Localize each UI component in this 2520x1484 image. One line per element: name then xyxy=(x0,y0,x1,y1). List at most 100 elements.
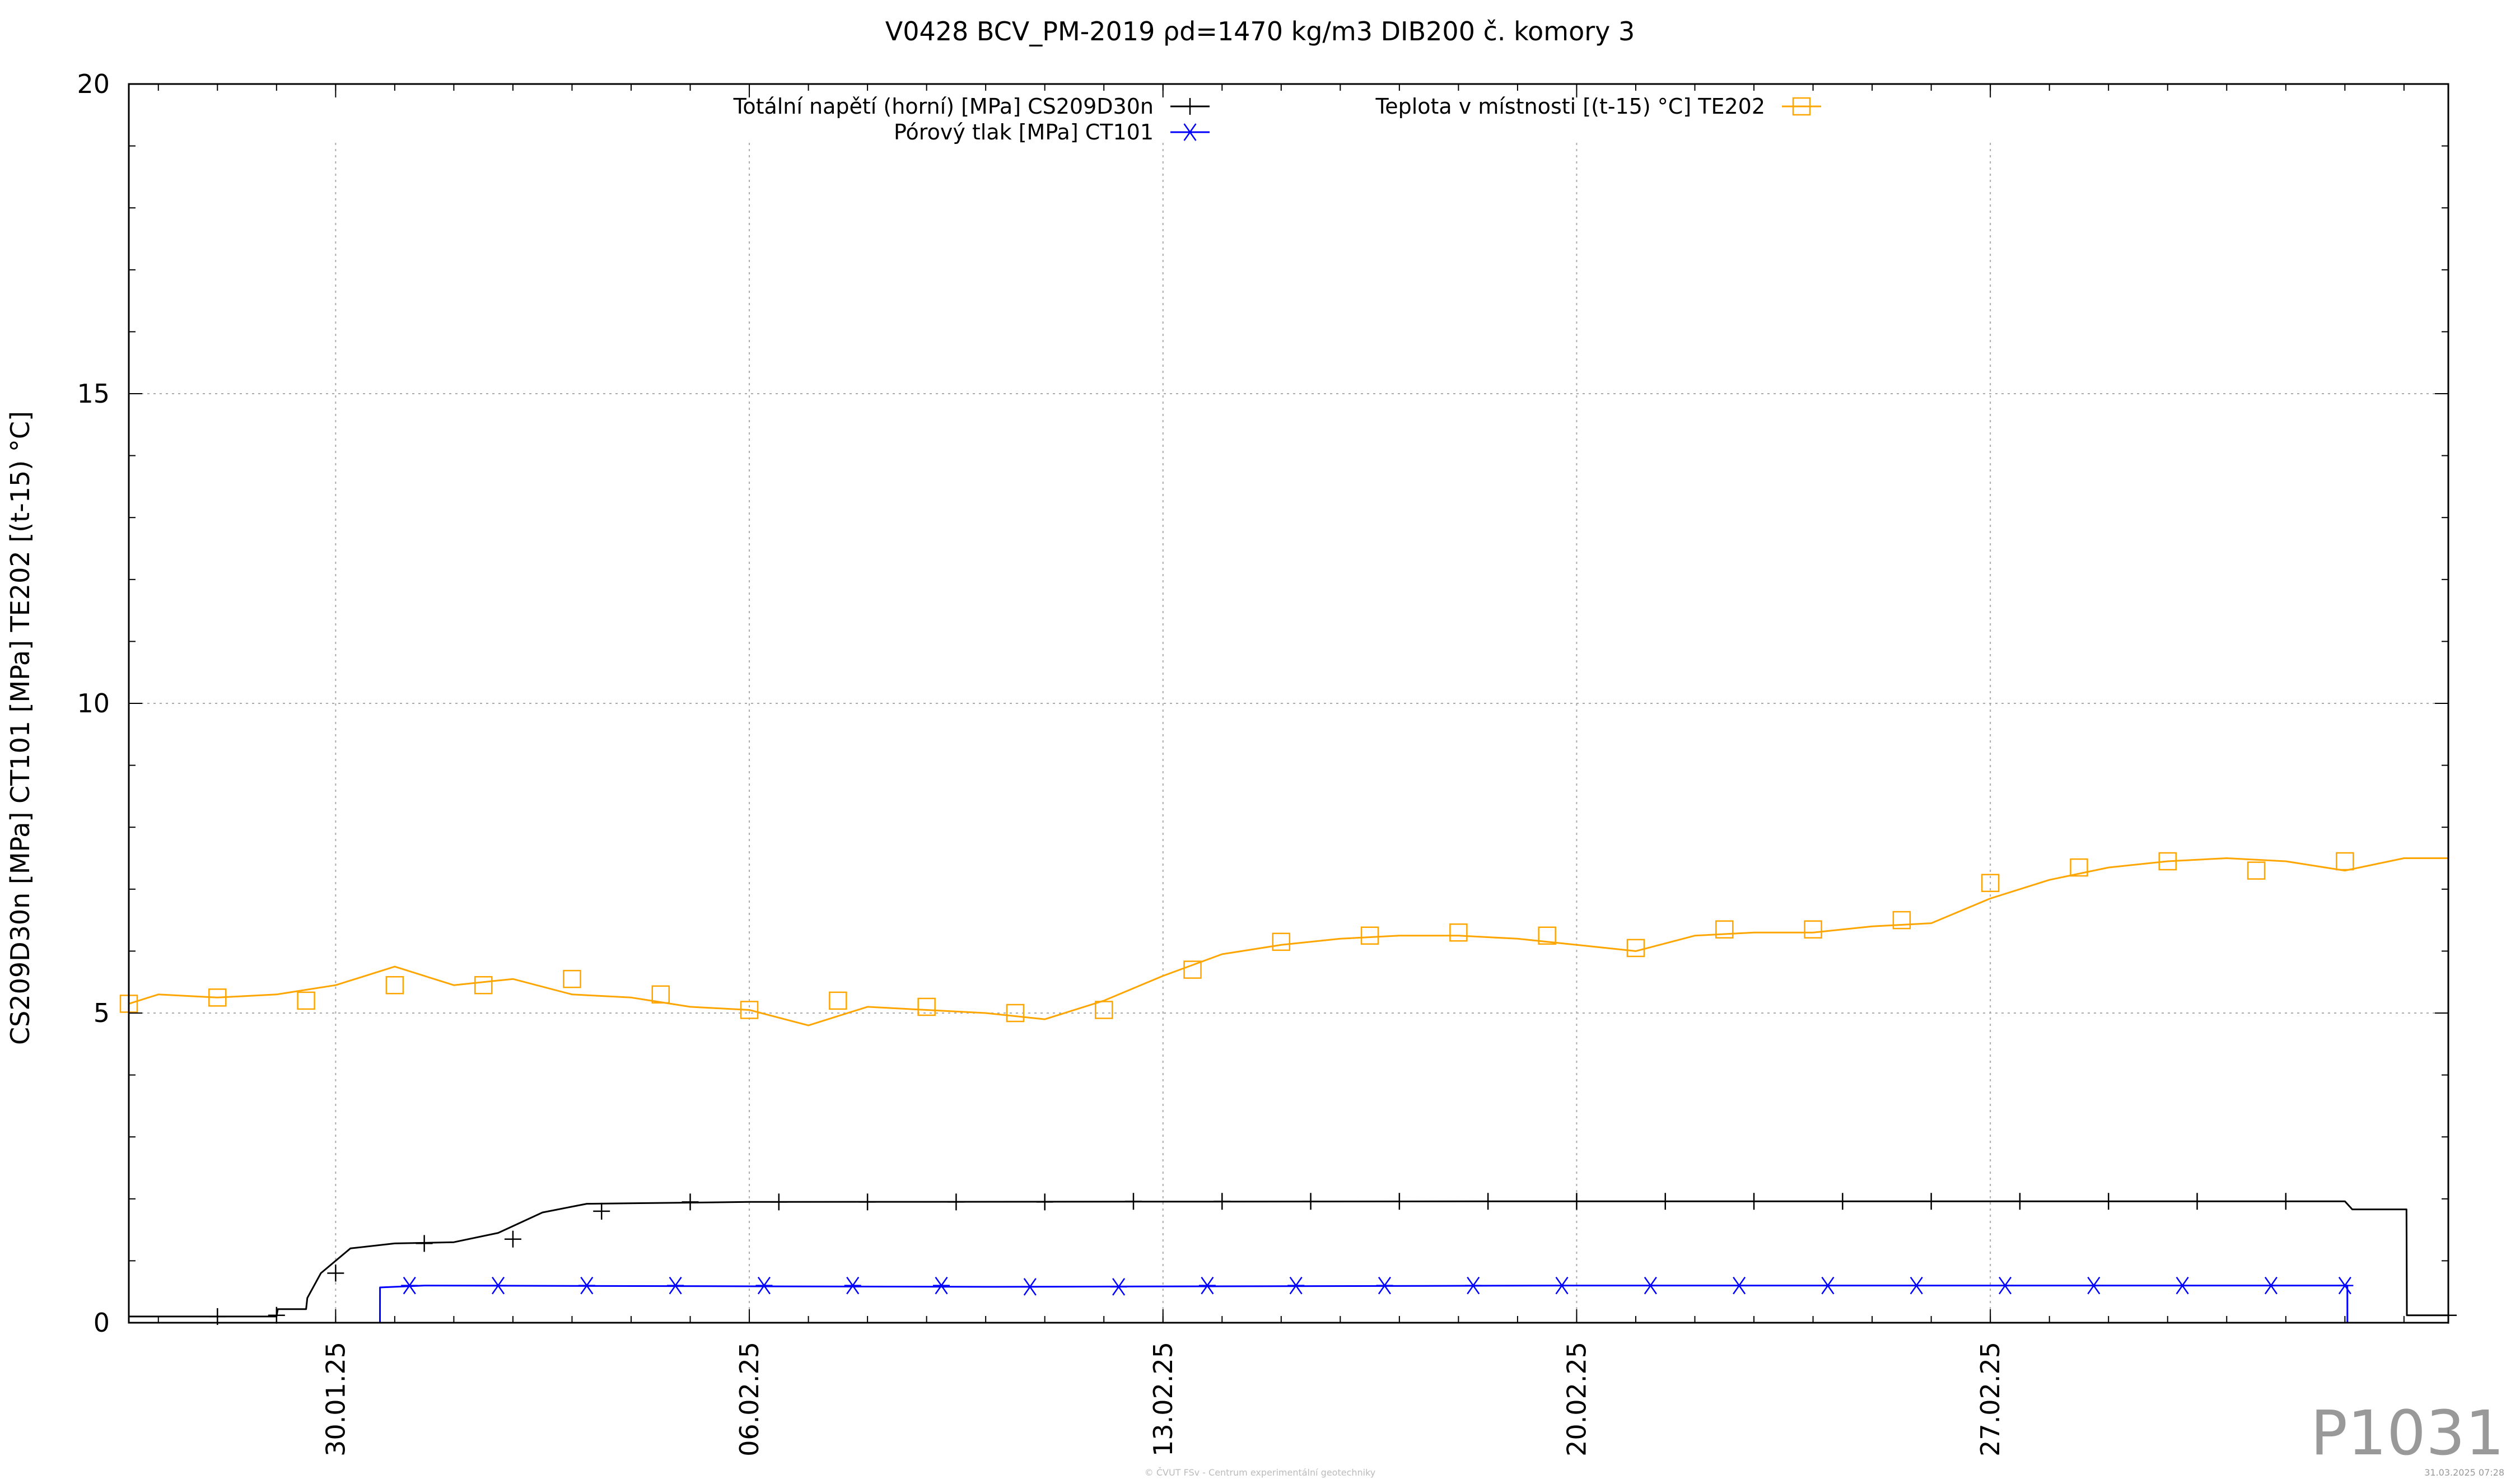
series-1-point xyxy=(1287,1276,1305,1295)
series-2-point xyxy=(474,976,493,995)
series-0-point xyxy=(682,1193,699,1211)
series-1-point xyxy=(1996,1276,2014,1295)
series-2-point xyxy=(1006,1004,1025,1023)
series-1-point xyxy=(2174,1276,2191,1295)
series-2-point xyxy=(297,991,315,1010)
legend-marker-1 xyxy=(1182,123,1198,141)
series-2-point xyxy=(1094,1001,1113,1019)
series-2-point xyxy=(651,985,670,1004)
chart-title: V0428 BCV_PM-2019 ρd=1470 kg/m3 DIB200 č… xyxy=(885,16,1635,46)
series-1-point xyxy=(2262,1276,2280,1295)
series-2-point xyxy=(563,969,581,988)
series-0-point xyxy=(1214,1193,1231,1210)
series-1-point xyxy=(1376,1276,1393,1295)
series-0-point xyxy=(1834,1193,1851,1210)
y-tick-label: 15 xyxy=(77,379,110,409)
series-0-point xyxy=(1390,1193,1408,1210)
series-1-point xyxy=(2336,1276,2354,1295)
y-axis-label: CS209D30n [MPa] CT101 [MPa] TE202 [(t-15… xyxy=(5,411,35,1045)
series-1-point xyxy=(667,1276,684,1295)
legend-label-0: Totální napětí (horní) [MPa] CS209D30n xyxy=(733,94,1154,119)
series-1-point xyxy=(1110,1278,1127,1296)
legend-label-2: Teplota v místnosti [(t-15) °C] TE202 xyxy=(1375,94,1765,119)
series-0-point xyxy=(504,1230,521,1248)
series-1-point xyxy=(844,1276,861,1295)
series-0-point xyxy=(948,1193,965,1211)
series-1-point xyxy=(1553,1276,1571,1295)
series-1-point xyxy=(755,1276,773,1295)
grid xyxy=(129,143,2448,1323)
series-0-point xyxy=(1036,1193,1053,1211)
x-tick-label: 20.02.25 xyxy=(1561,1342,1592,1457)
series-0-point xyxy=(859,1193,876,1211)
series-line-2 xyxy=(128,857,2448,1026)
series-2-point xyxy=(1715,920,1734,939)
series-0-point xyxy=(1480,1193,1497,1210)
x-tick-label: 27.02.25 xyxy=(1975,1342,2005,1457)
footer-right: 31.03.2025 07:28 xyxy=(2424,1467,2504,1478)
series-2-point xyxy=(1183,960,1202,979)
legend: Totální napětí (horní) [MPa] CS209D30nPó… xyxy=(733,94,1821,144)
series-0-point xyxy=(2188,1193,2206,1210)
legend-label-1: Pórový tlak [MPa] CT101 xyxy=(894,120,1154,144)
series-2-point xyxy=(1892,911,1911,930)
series-0-point xyxy=(1568,1193,1585,1210)
series-1-point xyxy=(2085,1276,2102,1295)
series-2-point xyxy=(1449,923,1468,942)
ticks: 0 5 10 15 20 30.01.25 06.02.25 13.02.25 20.02.25… xyxy=(77,69,2448,1457)
series-1-point xyxy=(1198,1276,1216,1295)
x-tick-label: 13.02.25 xyxy=(1148,1342,1178,1457)
series-2-point xyxy=(1360,926,1379,945)
series-2-point xyxy=(1804,920,1822,939)
series-2-point xyxy=(385,976,404,995)
series-1-point xyxy=(1464,1276,1482,1295)
series-layer xyxy=(119,852,2457,1325)
series-2-point xyxy=(2158,852,2177,871)
legend-marker-2 xyxy=(1792,97,1811,116)
series-1-point xyxy=(933,1276,950,1295)
series-2-point xyxy=(740,1001,759,1019)
watermark: P1031 xyxy=(2311,1397,2504,1469)
y-tick-label: 20 xyxy=(77,69,110,99)
series-0-point xyxy=(2277,1193,2294,1210)
series-1-point xyxy=(1021,1278,1039,1296)
series-2-point xyxy=(2336,852,2354,871)
series-2-point xyxy=(1626,939,1645,958)
series-0-point xyxy=(327,1264,344,1282)
series-1-point xyxy=(1908,1276,1925,1295)
series-0-point xyxy=(1922,1193,1940,1210)
series-0-point xyxy=(593,1202,610,1220)
y-tick-label: 5 xyxy=(94,998,110,1028)
series-2-point xyxy=(1272,932,1291,951)
series-2-point xyxy=(829,991,847,1010)
series-0-point xyxy=(1124,1193,1142,1210)
series-0-point xyxy=(2100,1193,2117,1210)
x-tick-label: 30.01.25 xyxy=(320,1342,351,1457)
series-line-0 xyxy=(129,1200,2448,1318)
series-1-point xyxy=(401,1276,418,1295)
series-1-point xyxy=(1642,1276,1659,1295)
series-2-point xyxy=(2247,861,2266,880)
series-0-point xyxy=(2011,1193,2028,1210)
series-0-point xyxy=(770,1193,787,1211)
series-0-point xyxy=(1656,1193,1674,1210)
series-1-point xyxy=(489,1276,507,1295)
series-0-point xyxy=(416,1235,433,1252)
x-tick-label: 06.02.25 xyxy=(734,1342,764,1457)
footer-center: © ČVUT FSv - Centrum experimentální geot… xyxy=(1145,1467,1376,1478)
series-1-point xyxy=(1730,1276,1748,1295)
series-2-point xyxy=(917,997,936,1016)
series-0-point xyxy=(1302,1193,1319,1210)
series-2-point xyxy=(1538,926,1556,945)
legend-marker-0 xyxy=(1182,98,1198,115)
series-1-point xyxy=(1819,1276,1836,1295)
y-tick-label: 10 xyxy=(77,688,110,718)
series-2-point xyxy=(2070,858,2088,877)
y-tick-label: 0 xyxy=(94,1308,110,1338)
series-1-point xyxy=(578,1276,595,1295)
series-0-point xyxy=(1746,1193,1763,1210)
series-2-point xyxy=(1981,874,2000,892)
series-2-point xyxy=(208,988,227,1007)
